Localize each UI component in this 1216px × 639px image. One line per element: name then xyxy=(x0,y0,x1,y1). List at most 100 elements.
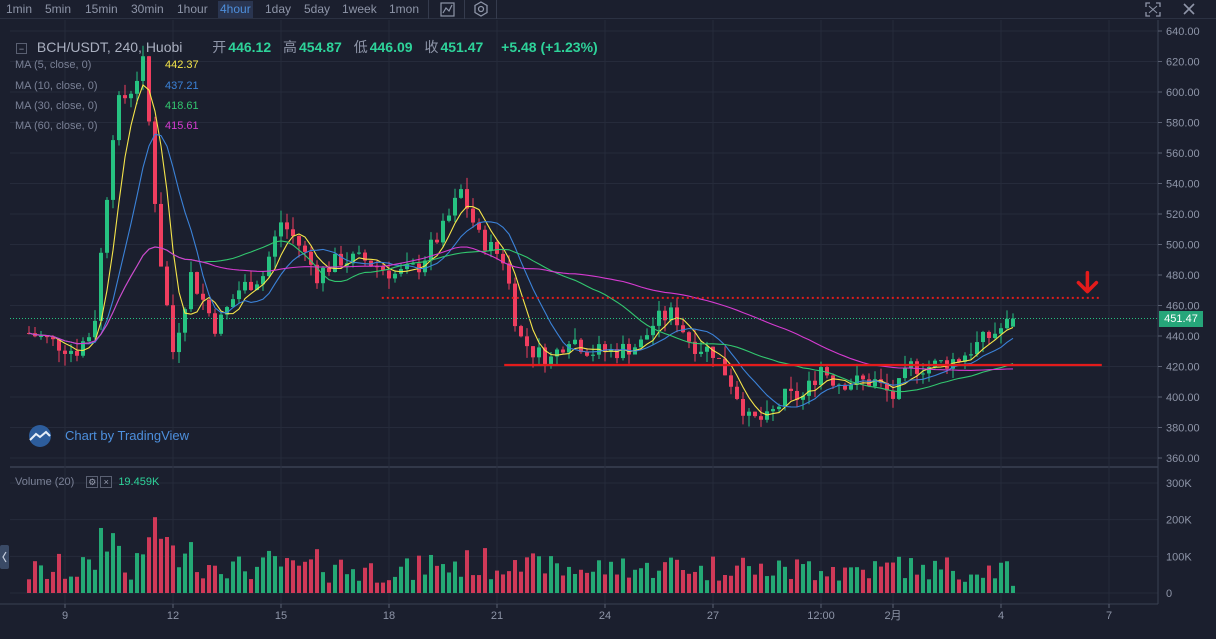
settings-icon[interactable] xyxy=(468,0,494,19)
collapse-legend-icon[interactable]: − xyxy=(16,42,27,54)
volume-bar xyxy=(759,563,763,593)
volume-bar xyxy=(855,567,859,593)
volume-bar xyxy=(99,527,103,593)
candle-body xyxy=(195,272,199,294)
timeframe-4hour[interactable]: 4hour xyxy=(218,1,253,18)
candlestick-chart[interactable]: 640.00 620.00 600.00 580.00 560.00 540.00 520.… xyxy=(0,20,1216,639)
candle-body xyxy=(933,360,937,368)
candle-body xyxy=(129,93,133,99)
chart-style-icon[interactable] xyxy=(436,0,462,19)
volume-bar xyxy=(429,554,433,593)
candle-body xyxy=(555,349,559,357)
price-tick-label: 580.00 xyxy=(1166,118,1200,130)
volume-bar xyxy=(651,577,655,593)
volume-bar xyxy=(339,559,343,593)
price-tick-label: 500.00 xyxy=(1166,240,1200,252)
volume-bar xyxy=(63,578,67,593)
volume-bar xyxy=(201,578,205,593)
price-tick-label: 380.00 xyxy=(1166,423,1200,435)
timeframe-30min[interactable]: 30min xyxy=(131,2,164,16)
price-axis-panel[interactable] xyxy=(1158,20,1216,639)
candle-body xyxy=(159,203,163,267)
candle-body xyxy=(1005,318,1009,329)
ma-30-line xyxy=(28,240,1014,393)
candle-body xyxy=(999,328,1003,334)
volume-tick-label: 100K xyxy=(1166,551,1192,563)
low-label: 低 xyxy=(353,39,368,55)
candle-body xyxy=(969,354,973,356)
volume-remove-icon[interactable]: × xyxy=(100,476,113,489)
scroll-left-handle[interactable] xyxy=(0,545,9,569)
candle-body xyxy=(711,346,715,358)
arrow-down-icon[interactable] xyxy=(1076,270,1099,294)
candle-body xyxy=(513,283,517,327)
candle-body xyxy=(51,337,55,340)
volume-bar xyxy=(375,582,379,593)
volume-bar xyxy=(681,569,685,593)
candle-body xyxy=(177,332,181,353)
volume-bar xyxy=(435,565,439,593)
volume-bar xyxy=(807,561,811,593)
candle-body xyxy=(507,263,511,284)
candle-body xyxy=(699,351,703,354)
time-tick-label: 12:00 xyxy=(807,610,835,622)
volume-bar xyxy=(591,571,595,593)
volume-bar xyxy=(27,579,31,593)
candle-body xyxy=(981,331,985,343)
volume-settings-icon[interactable]: ⚙ xyxy=(86,476,99,489)
candle-body xyxy=(921,373,925,375)
volume-bar xyxy=(861,569,865,593)
volume-bar xyxy=(765,576,769,593)
timeframe-1week[interactable]: 1week xyxy=(342,2,377,16)
volume-bar xyxy=(381,582,385,593)
close-icon[interactable] xyxy=(1176,0,1202,19)
volume-bar xyxy=(513,560,517,593)
ma-label: MA (10, close, 0) xyxy=(15,80,98,92)
candle-body xyxy=(603,344,607,352)
volume-bar xyxy=(675,559,679,593)
candle-body xyxy=(135,80,139,94)
candle-body xyxy=(291,229,295,237)
volume-bar xyxy=(825,576,829,593)
candle-body xyxy=(525,336,529,347)
timeframe-5day[interactable]: 5day xyxy=(304,2,331,16)
volume-bar xyxy=(405,558,409,593)
volume-bar xyxy=(459,576,463,593)
volume-bar xyxy=(693,571,697,593)
fullscreen-icon[interactable] xyxy=(1140,0,1166,19)
volume-bar xyxy=(267,550,271,593)
timeframe-1mon[interactable]: 1mon xyxy=(389,2,420,16)
volume-bar xyxy=(927,579,931,593)
tradingview-watermark[interactable]: Chart by TradingView xyxy=(24,425,189,447)
candle-body xyxy=(267,256,271,277)
volume-bar xyxy=(741,557,745,593)
candle-body xyxy=(705,346,709,352)
volume-bar xyxy=(177,567,181,593)
candle-body xyxy=(747,411,751,416)
timeframe-1hour[interactable]: 1hour xyxy=(177,2,208,16)
candle-body xyxy=(789,388,793,391)
symbol-legend: − BCH/USDT, 240, Huobi 开 446.12 高 454.87 低… xyxy=(16,37,598,55)
candle-body xyxy=(759,416,763,420)
candle-body xyxy=(651,325,655,336)
candle-body xyxy=(795,390,799,400)
candle-body xyxy=(873,379,877,387)
timeframe-1day[interactable]: 1day xyxy=(265,2,292,16)
volume-bar xyxy=(921,564,925,593)
candle-body xyxy=(81,341,85,356)
candle-body xyxy=(549,356,553,366)
volume-bar xyxy=(813,580,817,593)
timeframe-1min[interactable]: 1min xyxy=(6,2,33,16)
timeframe-5min[interactable]: 5min xyxy=(45,2,72,16)
candle-body xyxy=(237,290,241,300)
candle-body xyxy=(615,349,619,359)
volume-bar xyxy=(471,575,475,593)
volume-bar xyxy=(33,561,37,593)
candle-body xyxy=(471,208,475,223)
timeframe-15min[interactable]: 15min xyxy=(85,2,118,16)
candle-body xyxy=(939,360,943,362)
volume-bar xyxy=(981,577,985,593)
volume-bar xyxy=(597,560,601,593)
candle-body xyxy=(963,355,967,362)
candle-body xyxy=(93,320,97,338)
